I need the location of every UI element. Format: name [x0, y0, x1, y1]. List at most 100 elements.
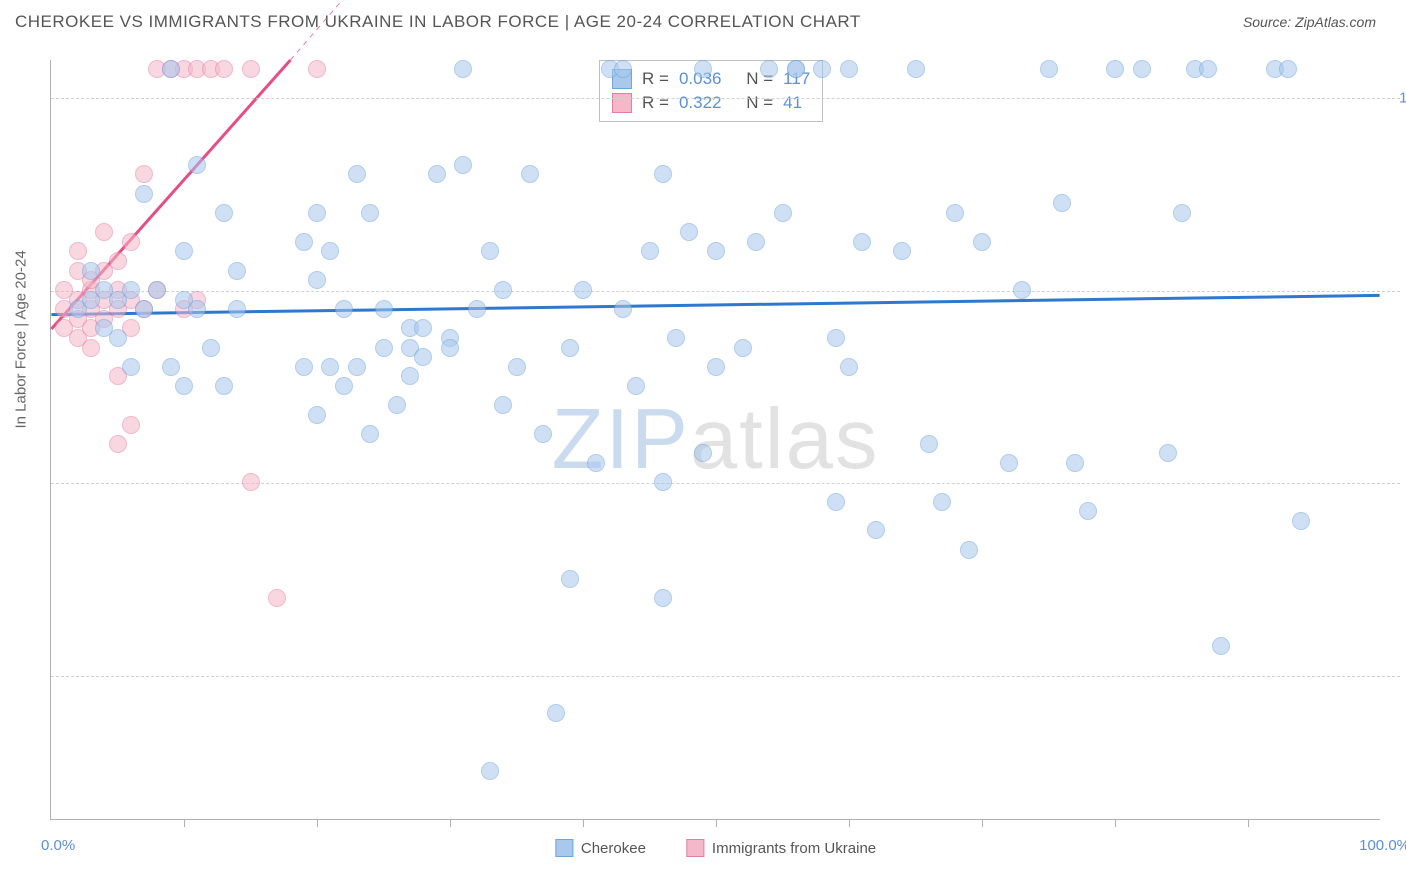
scatter-point [414, 319, 432, 337]
r-label: R = [642, 69, 669, 89]
source-attribution: Source: ZipAtlas.com [1243, 14, 1376, 30]
scatter-point [508, 358, 526, 376]
scatter-point [641, 242, 659, 260]
scatter-point [1212, 637, 1230, 655]
scatter-point [614, 60, 632, 78]
scatter-point [441, 339, 459, 357]
scatter-point [627, 377, 645, 395]
scatter-point [135, 185, 153, 203]
legend-swatch-cherokee [555, 839, 573, 857]
trend-line [51, 295, 1379, 314]
scatter-point [242, 473, 260, 491]
scatter-point [840, 60, 858, 78]
scatter-point [654, 589, 672, 607]
scatter-point [69, 242, 87, 260]
scatter-point [414, 348, 432, 366]
scatter-point [853, 233, 871, 251]
scatter-point [335, 300, 353, 318]
x-tick [716, 819, 717, 827]
scatter-point [468, 300, 486, 318]
legend-item-cherokee: Cherokee [555, 839, 646, 857]
scatter-point [82, 339, 100, 357]
x-axis-min-label: 0.0% [41, 837, 75, 854]
scatter-point [694, 444, 712, 462]
scatter-point [893, 242, 911, 260]
legend-label-cherokee: Cherokee [581, 840, 646, 857]
scatter-point [228, 300, 246, 318]
r-label: R = [642, 93, 669, 113]
x-tick [184, 819, 185, 827]
swatch-ukraine [612, 93, 632, 113]
legend-item-ukraine: Immigrants from Ukraine [686, 839, 876, 857]
scatter-point [361, 204, 379, 222]
scatter-point [707, 358, 725, 376]
scatter-point [561, 339, 579, 357]
scatter-point [747, 233, 765, 251]
scatter-point [82, 262, 100, 280]
scatter-point [175, 242, 193, 260]
scatter-point [122, 233, 140, 251]
scatter-point [481, 242, 499, 260]
scatter-point [428, 165, 446, 183]
scatter-point [907, 60, 925, 78]
scatter-point [827, 329, 845, 347]
scatter-point [813, 60, 831, 78]
scatter-point [1053, 194, 1071, 212]
scatter-point [321, 242, 339, 260]
gridline-h [51, 676, 1400, 677]
n-value-ukraine: 41 [783, 93, 802, 113]
scatter-point [308, 406, 326, 424]
scatter-point [734, 339, 752, 357]
scatter-point [348, 165, 366, 183]
scatter-point [1199, 60, 1217, 78]
scatter-point [1292, 512, 1310, 530]
scatter-point [109, 329, 127, 347]
scatter-point [787, 60, 805, 78]
scatter-point [521, 165, 539, 183]
scatter-point [1106, 60, 1124, 78]
scatter-point [148, 281, 166, 299]
scatter-point [1173, 204, 1191, 222]
scatter-point [454, 156, 472, 174]
x-tick [317, 819, 318, 827]
scatter-point [242, 60, 260, 78]
scatter-point [614, 300, 632, 318]
scatter-point [308, 60, 326, 78]
scatter-point [361, 425, 379, 443]
scatter-point [215, 377, 233, 395]
stats-row-ukraine: R = 0.322 N = 41 [612, 91, 810, 115]
x-tick [1248, 819, 1249, 827]
scatter-point [215, 204, 233, 222]
scatter-point [574, 281, 592, 299]
legend: Cherokee Immigrants from Ukraine [555, 839, 876, 857]
scatter-point [1066, 454, 1084, 472]
scatter-point [375, 300, 393, 318]
scatter-point [295, 358, 313, 376]
x-axis-max-label: 100.0% [1359, 837, 1406, 854]
scatter-point [1000, 454, 1018, 472]
scatter-point [561, 570, 579, 588]
chart-svg-layer [51, 60, 1380, 819]
scatter-point [1279, 60, 1297, 78]
scatter-point [547, 704, 565, 722]
y-axis-title: In Labor Force | Age 20-24 [13, 250, 30, 428]
scatter-point [109, 435, 127, 453]
scatter-point [1079, 502, 1097, 520]
scatter-point [202, 339, 220, 357]
scatter-point [707, 242, 725, 260]
scatter-point [654, 165, 672, 183]
scatter-point [375, 339, 393, 357]
gridline-h [51, 98, 1400, 99]
scatter-point [268, 589, 286, 607]
scatter-point [960, 541, 978, 559]
scatter-chart: In Labor Force | Age 20-24 ZIPatlas R = … [50, 60, 1380, 820]
scatter-point [867, 521, 885, 539]
scatter-point [587, 454, 605, 472]
scatter-point [188, 300, 206, 318]
scatter-point [135, 300, 153, 318]
x-tick [982, 819, 983, 827]
scatter-point [1133, 60, 1151, 78]
n-label: N = [746, 93, 773, 113]
scatter-point [494, 396, 512, 414]
chart-title: CHEROKEE VS IMMIGRANTS FROM UKRAINE IN L… [15, 12, 861, 32]
